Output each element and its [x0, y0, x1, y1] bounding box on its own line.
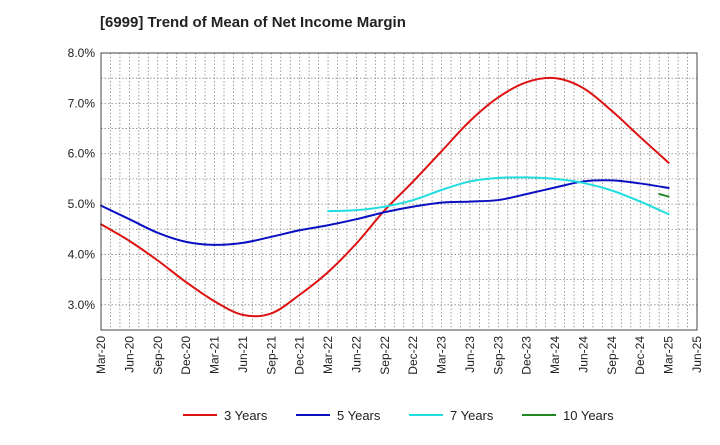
- x-tick-label: Jun-25: [690, 336, 704, 373]
- x-tick-label: Mar-21: [208, 336, 222, 374]
- x-tick-label: Mar-22: [321, 336, 335, 374]
- plot-frame: [100, 52, 698, 331]
- series-line-10-years: [658, 193, 670, 198]
- x-tick-label: Mar-23: [435, 336, 449, 374]
- series-layer: [100, 76, 670, 318]
- x-tick-label: Sep-20: [151, 336, 165, 375]
- x-tick-label: Dec-21: [293, 336, 307, 375]
- legend-label-3-years: 3 Years: [224, 408, 268, 423]
- y-tick-label: 5.0%: [68, 197, 96, 211]
- x-tick-label: Dec-23: [520, 336, 534, 375]
- x-tick-label: Dec-20: [179, 336, 193, 375]
- x-tick-label: Sep-23: [491, 336, 505, 375]
- legend-label-7-years: 7 Years: [450, 408, 494, 423]
- x-tick-label: Dec-24: [633, 336, 647, 375]
- y-tick-label: 8.0%: [68, 46, 96, 60]
- grid-layer: [101, 53, 697, 330]
- series-line-7-years: [327, 176, 670, 216]
- x-tick-label: Jun-23: [463, 336, 477, 373]
- x-tick-label: Jun-21: [236, 336, 250, 373]
- y-tick-label: 3.0%: [68, 298, 96, 312]
- x-tick-label: Mar-24: [548, 336, 562, 374]
- x-tick-label: Sep-21: [264, 336, 278, 375]
- chart-title: [6999] Trend of Mean of Net Income Margi…: [100, 14, 406, 31]
- y-tick-label: 7.0%: [68, 96, 96, 110]
- x-tick-label: Jun-20: [122, 336, 136, 373]
- legend-label-5-years: 5 Years: [337, 408, 381, 423]
- x-tick-label: Sep-24: [605, 336, 619, 375]
- series-line-3-years: [100, 76, 670, 318]
- legend: 3 Years 5 Years 7 Years 10 Years: [183, 408, 614, 423]
- x-tick-label: Sep-22: [378, 336, 392, 375]
- series-line-5-years: [100, 179, 670, 246]
- x-tick-label: Jun-24: [576, 336, 590, 373]
- x-tick-label: Dec-22: [406, 336, 420, 375]
- y-tick-label: 4.0%: [68, 247, 96, 261]
- x-tick-label: Jun-22: [349, 336, 363, 373]
- y-tick-label: 6.0%: [68, 147, 96, 161]
- x-tick-label: Mar-20: [94, 336, 108, 374]
- legend-label-10-years: 10 Years: [563, 408, 614, 423]
- axis-layer: 3.0% 4.0% 5.0% 6.0% 7.0% 8.0% Mar-20 Jun-20 Sep-…: [68, 46, 704, 375]
- x-tick-label: Mar-25: [662, 336, 676, 374]
- plot-area: [101, 53, 697, 330]
